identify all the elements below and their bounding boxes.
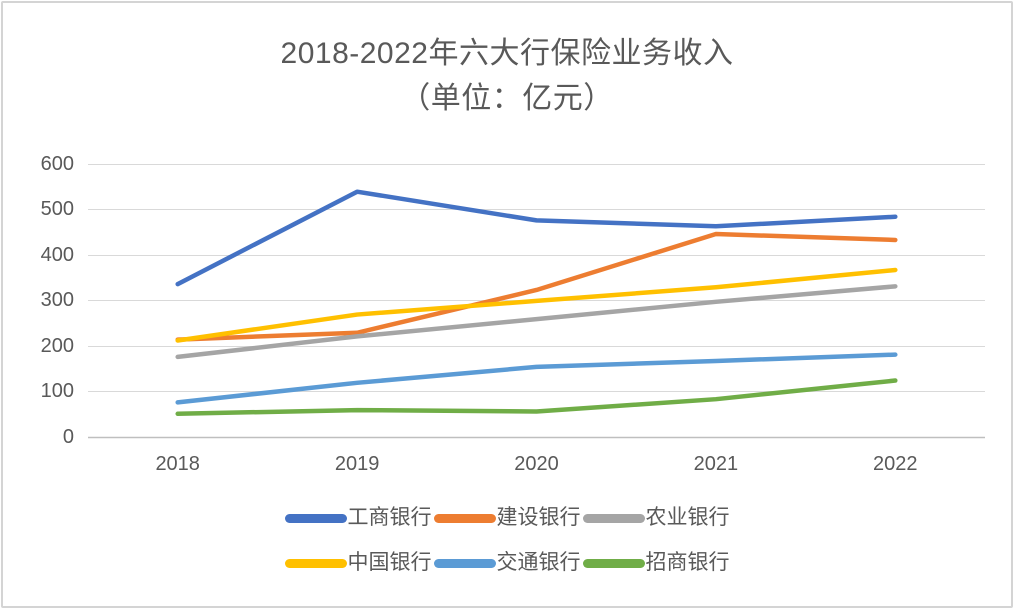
legend-label: 建设银行 bbox=[496, 506, 581, 529]
x-tick-label: 2018 bbox=[155, 453, 200, 475]
x-tick-label: 2020 bbox=[514, 453, 559, 475]
y-tick-label: 300 bbox=[40, 289, 74, 311]
legend-row: 中国银行 交通银行 招商银行 bbox=[284, 548, 730, 578]
series-line-农业银行 bbox=[175, 284, 898, 360]
legend-item-招商银行: 招商银行 bbox=[582, 548, 730, 578]
chart-title-line1: 2018-2022年六大行保险业务收入 bbox=[280, 37, 734, 70]
legend-line-marker-icon bbox=[582, 513, 645, 523]
series-line-招商银行 bbox=[175, 378, 898, 416]
legend-label: 工商银行 bbox=[347, 506, 432, 529]
legend-label: 招商银行 bbox=[645, 551, 730, 574]
legend-item-中国银行: 中国银行 bbox=[284, 548, 432, 578]
series-line-交通银行 bbox=[175, 352, 898, 405]
y-tick-label: 500 bbox=[40, 198, 74, 220]
y-tick-label: 100 bbox=[40, 380, 74, 402]
plot-area bbox=[88, 164, 985, 439]
legend-line-marker-icon bbox=[284, 558, 347, 568]
legend-item-农业银行: 农业银行 bbox=[582, 503, 730, 533]
chart-title-line2: （单位：亿元） bbox=[400, 82, 614, 115]
y-tick-label: 200 bbox=[40, 334, 74, 357]
legend-label: 中国银行 bbox=[347, 551, 432, 574]
x-tick-label: 2022 bbox=[873, 453, 918, 475]
series-line-建设银行 bbox=[175, 231, 898, 342]
y-tick-label: 400 bbox=[40, 243, 74, 266]
legend-line-marker-icon bbox=[433, 558, 496, 568]
legend-label: 农业银行 bbox=[645, 506, 730, 529]
legend-line-marker-icon bbox=[284, 513, 347, 523]
legend-item-工商银行: 工商银行 bbox=[284, 503, 432, 533]
legend-row: 工商银行 建设银行 农业银行 bbox=[284, 503, 730, 533]
chart-legend: 工商银行 建设银行 农业银行中国银行 交通银行 招商银行 bbox=[0, 503, 1014, 578]
legend-item-建设银行: 建设银行 bbox=[433, 503, 581, 533]
y-tick-label: 600 bbox=[40, 152, 74, 175]
chart-title: 2018-2022年六大行保险业务收入 （单位：亿元） bbox=[0, 31, 1014, 121]
series-line-中国银行 bbox=[175, 267, 898, 343]
legend-line-marker-icon bbox=[433, 513, 496, 523]
legend-line-marker-icon bbox=[582, 558, 645, 568]
legend-label: 交通银行 bbox=[496, 551, 581, 574]
x-tick-label: 2019 bbox=[334, 453, 380, 475]
series-line-工商银行 bbox=[175, 189, 898, 287]
legend-item-交通银行: 交通银行 bbox=[433, 548, 581, 578]
y-tick-label: 0 bbox=[62, 425, 74, 448]
x-tick-label: 2021 bbox=[693, 453, 739, 475]
